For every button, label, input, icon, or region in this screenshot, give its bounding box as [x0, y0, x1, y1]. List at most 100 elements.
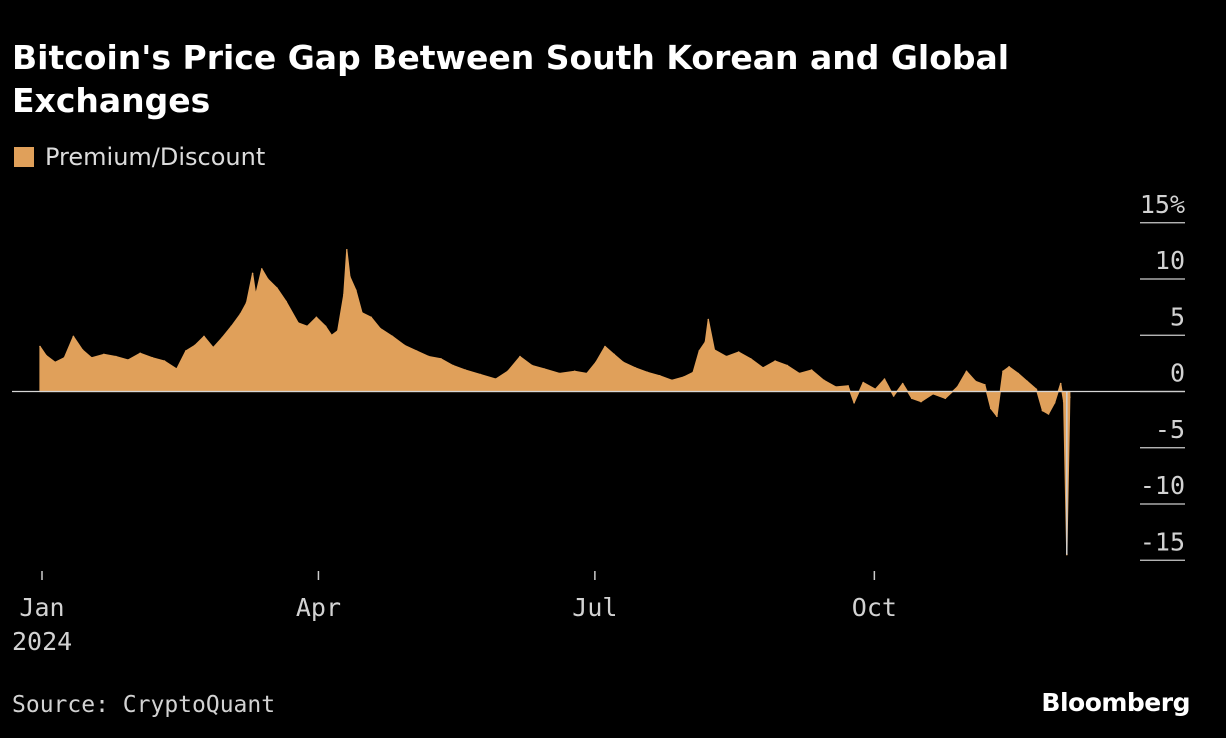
- data-point: [297, 322, 300, 324]
- data-point: [984, 384, 986, 386]
- data-point: [452, 364, 454, 367]
- data-point: [634, 367, 637, 369]
- data-point: [1053, 402, 1056, 404]
- data-point: [774, 360, 776, 362]
- legend-swatch: [14, 147, 34, 167]
- data-point: [39, 345, 41, 348]
- data-point: [379, 327, 382, 330]
- data-point: [361, 312, 363, 314]
- data-point: [622, 361, 625, 364]
- data-point: [698, 350, 700, 352]
- data-point: [103, 353, 105, 356]
- data-point: [346, 249, 348, 251]
- data-point: [786, 364, 789, 367]
- data-point: [315, 316, 318, 319]
- data-point: [276, 287, 278, 289]
- x-tick-label: Jan: [19, 593, 64, 622]
- data-point: [349, 276, 351, 278]
- data-point: [613, 353, 615, 356]
- data-point: [45, 354, 47, 357]
- y-tick-label: -5: [1155, 415, 1185, 444]
- data-point: [883, 378, 886, 380]
- data-point: [996, 415, 998, 418]
- y-tick-label: 0: [1170, 359, 1185, 388]
- data-point: [1041, 409, 1044, 412]
- data-point: [261, 268, 263, 270]
- data-point: [440, 358, 442, 360]
- data-point: [847, 385, 849, 387]
- legend-label: Premium/Discount: [45, 143, 266, 171]
- data-point: [139, 352, 141, 355]
- data-point: [479, 373, 482, 376]
- data-point: [464, 369, 467, 371]
- data-point: [72, 335, 75, 338]
- data-point: [54, 361, 56, 364]
- data-point: [725, 355, 728, 358]
- data-point: [646, 371, 649, 374]
- data-point: [1008, 366, 1010, 368]
- data-point: [965, 370, 968, 373]
- data-point: [336, 330, 339, 332]
- data-point: [762, 367, 764, 369]
- data-point: [221, 336, 224, 339]
- data-point: [704, 341, 707, 343]
- data-point: [956, 386, 959, 388]
- data-point: [892, 395, 895, 397]
- data-point: [1026, 380, 1029, 383]
- data-point: [494, 378, 497, 380]
- data-point: [853, 402, 855, 404]
- data-point: [245, 301, 248, 304]
- data-point: [683, 376, 685, 378]
- data-point: [175, 368, 178, 370]
- data-point: [1035, 388, 1038, 391]
- data-point: [1062, 400, 1065, 403]
- data-point: [185, 350, 187, 352]
- data-point: [558, 372, 561, 375]
- data-point: [63, 357, 66, 359]
- x-tick-label: Apr: [296, 593, 341, 622]
- data-point: [974, 380, 977, 383]
- data-point: [163, 360, 166, 362]
- series-area-premium-discount: [39, 249, 1071, 556]
- data-point: [874, 388, 877, 391]
- data-point: [823, 379, 825, 382]
- data-point: [306, 325, 309, 328]
- data-point: [370, 316, 372, 319]
- data-point: [343, 294, 345, 296]
- data-point: [543, 368, 546, 370]
- data-point: [90, 357, 93, 359]
- data-point: [151, 357, 154, 359]
- data-point: [1017, 372, 1019, 375]
- data-point: [531, 364, 533, 367]
- y-tick-label: -15: [1140, 527, 1185, 556]
- bloomberg-logo: Bloomberg: [1041, 688, 1190, 717]
- data-point: [944, 397, 947, 400]
- legend: Premium/Discount: [14, 143, 265, 171]
- data-point: [428, 355, 430, 358]
- y-tick-label: -10: [1140, 471, 1185, 500]
- source-note: Source: CryptoQuant: [12, 692, 276, 718]
- data-point: [586, 372, 588, 375]
- x-tick-year-label: 2024: [12, 627, 72, 656]
- data-point: [203, 335, 205, 338]
- data-point: [194, 344, 196, 347]
- data-point: [324, 325, 327, 328]
- data-point: [932, 393, 934, 395]
- data-point: [990, 407, 992, 410]
- data-point: [750, 358, 752, 360]
- data-point: [911, 397, 913, 400]
- data-point: [230, 325, 233, 328]
- data-point: [658, 375, 661, 377]
- data-point: [1047, 413, 1050, 415]
- data-point: [115, 355, 117, 358]
- data-point: [595, 361, 597, 364]
- data-point: [81, 349, 84, 351]
- data-point: [254, 294, 257, 296]
- data-point: [239, 313, 242, 315]
- chart-title: Bitcoin's Price Gap Between South Korean…: [12, 38, 1010, 120]
- y-tick-label: 10: [1155, 246, 1185, 275]
- data-point: [920, 400, 922, 403]
- data-point: [391, 335, 394, 338]
- data-point: [403, 344, 406, 347]
